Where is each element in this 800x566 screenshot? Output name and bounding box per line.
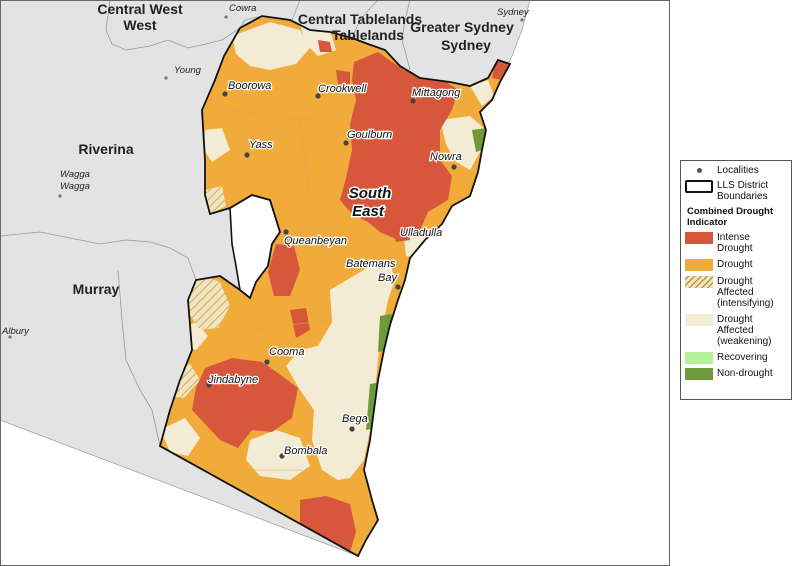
locality-label-crookwell: Crookwell [318, 83, 367, 95]
region-label-murray: Murray [73, 281, 120, 297]
legend-localities-label: Localities [717, 165, 759, 176]
district-label-line1: South [349, 185, 392, 202]
legend-boundaries: LLS District Boundaries [685, 180, 787, 202]
locality-label-cooma: Cooma [269, 346, 304, 358]
region-label-central-tablelands-line2: Tablelands [332, 27, 404, 43]
legend-swatch-weakening [685, 314, 713, 326]
legend-swatch-drought [685, 259, 713, 271]
legend-label-weakening: Drought Affected (weakening) [717, 314, 772, 347]
legend-label-recovering: Recovering [717, 352, 768, 363]
legend-item-drought: Drought [685, 259, 787, 271]
town-label-wagga-2: Wagga [60, 181, 90, 192]
locality-label-mittagong: Mittagong [412, 87, 461, 99]
neighbour-boundaries [0, 0, 411, 447]
locality-label-bega: Bega [342, 413, 368, 425]
legend-locality-dot-icon [685, 165, 713, 175]
legend-swatch-non-drought [685, 368, 713, 380]
locality-label-yass: Yass [249, 139, 273, 151]
region-label-central-west: Central West [97, 1, 183, 17]
town-label-wagga-1: Wagga [60, 169, 90, 180]
region-label-central-west-line2: West [123, 17, 157, 33]
legend-label-intense: Intense Drought [717, 232, 753, 254]
town-label-albury: Albury [1, 326, 30, 337]
legend-item-recovering: Recovering [685, 352, 787, 364]
map-legend: Localities LLS District Boundaries Combin… [680, 160, 792, 400]
town-label-sydney: Sydney [497, 7, 530, 18]
locality-label-goulburn: Goulburn [347, 129, 392, 141]
locality-dots [206, 91, 457, 459]
region-label-riverina: Riverina [78, 141, 133, 157]
legend-localities: Localities [685, 165, 787, 176]
town-label-cowra: Cowra [229, 3, 256, 14]
legend-title: Combined Drought Indicator [687, 206, 774, 228]
region-label-central-tablelands: Central Tablelands [298, 11, 422, 27]
legend-boundary-swatch [685, 180, 713, 193]
region-label-greater-sydney-line2: Sydney [441, 37, 491, 53]
locality-label-nowra: Nowra [430, 151, 462, 163]
district-label-line2: East [352, 203, 385, 220]
south-east-boundary [158, 15, 512, 558]
legend-item-intensifying: Drought Affected (intensifying) [685, 276, 787, 309]
legend-swatch-intensifying [685, 276, 713, 288]
legend-item-intense-drought: Intense Drought [685, 232, 787, 254]
legend-swatch-recovering [685, 352, 713, 364]
locality-label-bombala: Bombala [284, 445, 327, 457]
locality-label-jindabyne: Jindabyne [207, 374, 258, 386]
region-label-greater-sydney: Greater Sydney [410, 19, 514, 35]
legend-swatch-intense [685, 232, 713, 244]
town-label-young: Young [174, 65, 202, 76]
locality-label-ulladulla: Ulladulla [400, 227, 442, 239]
legend-item-non-drought: Non-drought [685, 368, 787, 380]
locality-label-bay: Bay [378, 272, 398, 284]
legend-label-intensifying: Drought Affected (intensifying) [717, 276, 774, 309]
town-dots-outside [8, 15, 524, 339]
legend-item-weakening: Drought Affected (weakening) [685, 314, 787, 347]
locality-label-batemans: Batemans [346, 258, 396, 270]
legend-label-drought: Drought [717, 259, 753, 270]
locality-label-queanbeyan: Queanbeyan [284, 235, 347, 247]
legend-boundaries-label: LLS District Boundaries [717, 180, 769, 202]
legend-label-non-drought: Non-drought [717, 368, 773, 379]
locality-label-boorowa: Boorowa [228, 80, 271, 92]
drought-map: Central West Central Tablelands Greater … [0, 0, 670, 566]
